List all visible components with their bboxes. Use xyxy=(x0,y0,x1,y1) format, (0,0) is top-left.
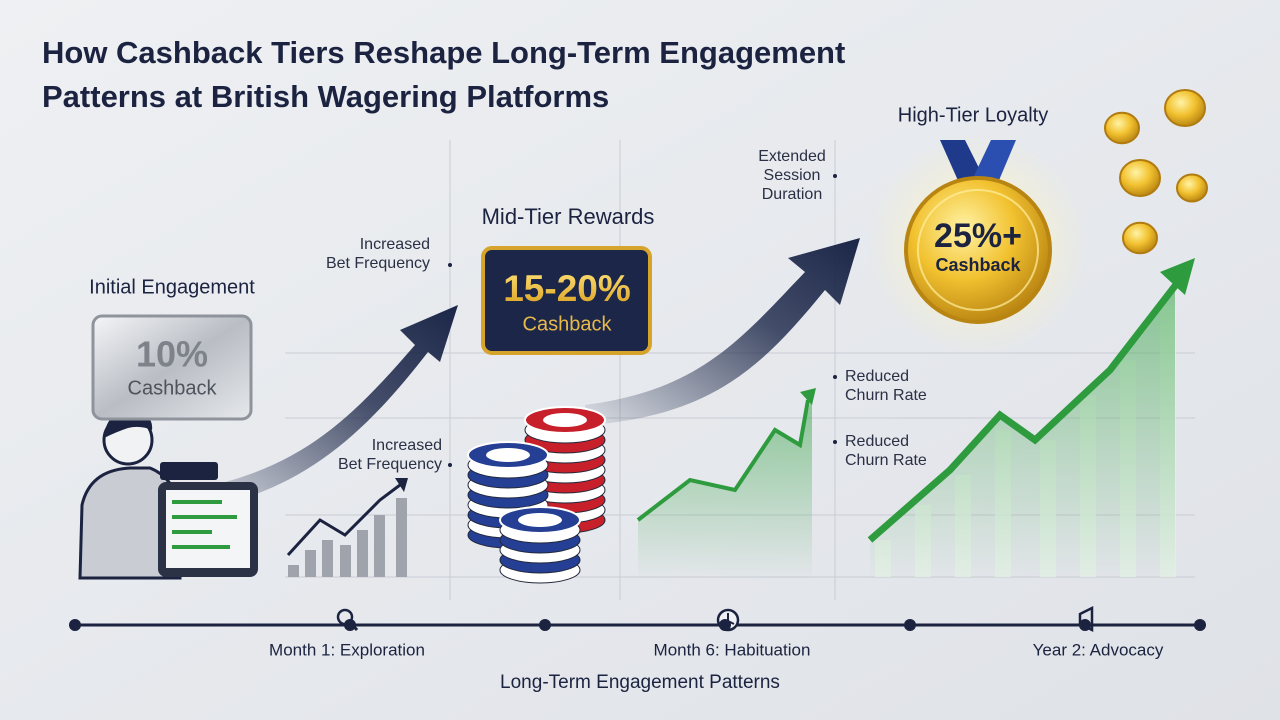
megaphone-icon xyxy=(1078,605,1094,633)
title: How Cashback Tiers Reshape Long-Term Eng… xyxy=(42,35,845,70)
annotation: Bet Frequency xyxy=(326,255,430,272)
timeline-dot xyxy=(69,619,81,631)
mini-bar-chart xyxy=(288,498,407,577)
trend-arrowhead xyxy=(1160,258,1195,295)
title: Patterns at British Wagering Platforms xyxy=(42,79,609,114)
screen-line xyxy=(172,545,230,549)
timeline-dot xyxy=(1194,619,1206,631)
annotation: Session xyxy=(764,167,821,184)
annotation: Churn Rate xyxy=(845,387,927,404)
coin xyxy=(1164,89,1206,127)
timeline-dot xyxy=(719,619,731,631)
screen-line xyxy=(172,515,237,519)
tier-rate: 10% xyxy=(136,334,208,375)
medal xyxy=(904,176,1052,324)
annotation: Reduced xyxy=(845,433,909,450)
mini-bar xyxy=(288,565,299,577)
medal-rim xyxy=(917,189,1039,311)
footer-label: Long-Term Engagement Patterns xyxy=(500,672,780,693)
annotation-dot xyxy=(833,440,837,444)
mini-bar xyxy=(396,498,407,577)
annotations: Increased Bet Frequency Increased Bet Frequ… xyxy=(326,148,927,473)
annotation: Extended xyxy=(758,148,826,165)
device-top xyxy=(160,462,218,480)
annotation: Increased xyxy=(372,437,442,454)
trend-line xyxy=(867,279,1181,543)
annotation-dot xyxy=(833,375,837,379)
mini-bar xyxy=(357,530,368,577)
annotation: Increased xyxy=(360,236,430,253)
timeline-dot xyxy=(1079,619,1091,631)
medal-ribbon xyxy=(972,140,1016,185)
chip-center xyxy=(518,513,562,527)
screen-line xyxy=(172,530,212,534)
mini-arrowhead xyxy=(395,478,408,492)
timeline-dot xyxy=(344,619,356,631)
coins xyxy=(1104,89,1208,255)
annotation: Churn Rate xyxy=(845,452,927,469)
timeline-dot xyxy=(539,619,551,631)
tier-label: Mid-Tier Rewards xyxy=(482,204,655,229)
tier-caption: Cashback xyxy=(935,255,1021,275)
tier-label: High-Tier Loyalty xyxy=(898,104,1048,126)
annotation: Duration xyxy=(762,186,822,203)
tier-caption: Cashback xyxy=(523,313,613,335)
screen-line xyxy=(172,500,222,504)
mini-bar xyxy=(305,550,316,577)
chip-center xyxy=(486,448,530,462)
trend-arrowhead xyxy=(800,388,816,405)
coin xyxy=(1119,159,1161,197)
coin xyxy=(1104,111,1140,145)
tier-plate xyxy=(481,246,652,355)
timeline: Month 1: Exploration Month 6: Habituatio… xyxy=(69,605,1206,659)
growth-arrow xyxy=(585,238,860,425)
poker-chips xyxy=(467,406,606,584)
medal-ribbon xyxy=(940,140,985,185)
tier-label: Initial Engagement xyxy=(89,276,255,298)
chip-center xyxy=(543,413,587,427)
tier-rate: 25%+ xyxy=(934,217,1022,255)
tier-caption: Cashback xyxy=(128,377,218,399)
annotation: Bet Frequency xyxy=(338,456,442,473)
coin xyxy=(1176,173,1208,203)
mini-bar xyxy=(340,545,351,577)
annotation-dot xyxy=(448,263,452,267)
tier-rate: 15-20% xyxy=(503,268,631,309)
annotation: Reduced xyxy=(845,368,909,385)
timeline-label: Month 6: Habituation xyxy=(654,640,811,659)
annotation-dot xyxy=(448,463,452,467)
mini-bar xyxy=(374,515,385,577)
trend-line xyxy=(636,399,810,522)
mini-trend-line xyxy=(286,483,401,557)
annotation-dot xyxy=(833,174,837,178)
timeline-dot xyxy=(904,619,916,631)
tier-plate xyxy=(91,314,253,421)
user-illustration xyxy=(78,411,258,580)
timeline-label: Month 1: Exploration xyxy=(269,640,425,659)
coin xyxy=(1122,221,1158,255)
timeline-label: Year 2: Advocacy xyxy=(1033,640,1164,659)
mini-bar xyxy=(322,540,333,577)
